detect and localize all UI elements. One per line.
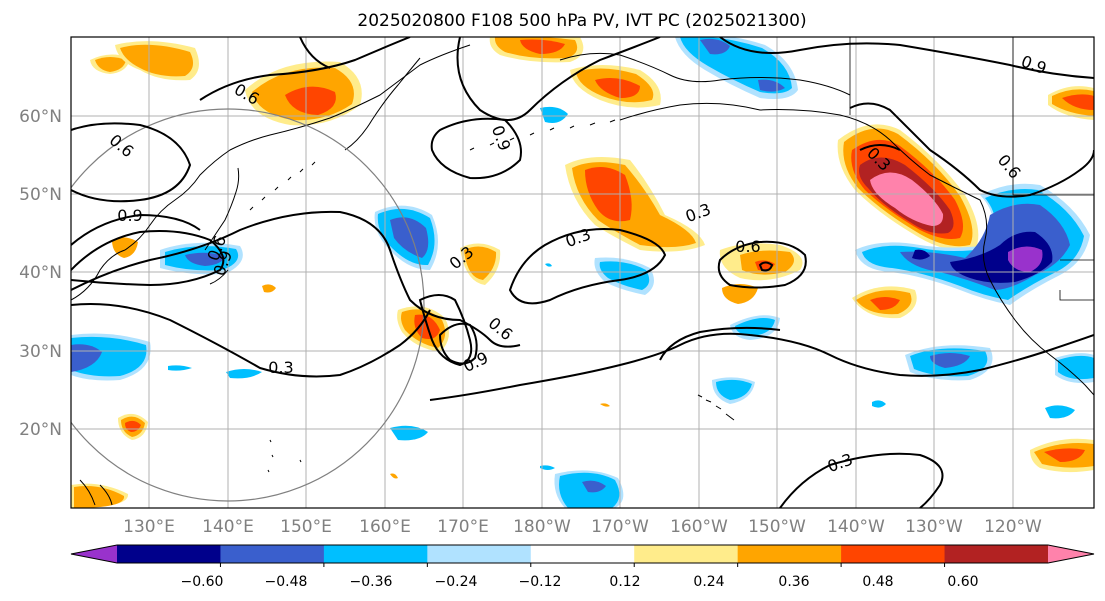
colorbar-segment	[841, 545, 946, 563]
map-plot-area: 0.6 0.6 0.9 0.9 0.3 0.3 0.3 0.6 0.9 0.6 …	[71, 37, 1094, 508]
colorbar-outline	[70, 544, 1095, 564]
colorbar-segment	[117, 545, 221, 563]
colorbar-segment	[634, 545, 739, 563]
colorbar-segment	[220, 545, 325, 563]
lon-label: 170°W	[591, 517, 649, 537]
colorbar-segment	[530, 545, 635, 563]
colorbar-segment	[323, 545, 428, 563]
figure-title: 2025020800 F108 500 hPa PV, IVT PC (2025…	[357, 11, 806, 31]
political-boundaries	[849, 37, 1094, 301]
lon-label: 130°W	[905, 517, 963, 537]
gridlines	[71, 37, 1094, 508]
colorbar-segment	[944, 545, 1049, 563]
colorbar-tick-label: 0.60	[947, 574, 978, 590]
colorbar-tick-label: −0.36	[350, 574, 393, 590]
lon-label: 150°W	[748, 517, 806, 537]
colorbar-tick-label: 0.12	[609, 574, 640, 590]
lat-label: 60°N	[19, 107, 62, 127]
colorbar-tick-label: −0.48	[265, 574, 308, 590]
lon-label: 140°E	[202, 517, 254, 537]
lat-label: 50°N	[19, 185, 62, 205]
colorbar	[70, 544, 1095, 567]
negative-anomaly-shading	[71, 37, 1094, 508]
colorbar-segment	[427, 545, 532, 563]
pv-contours	[71, 37, 1094, 508]
lon-label: 130°E	[123, 517, 175, 537]
lon-label: 180°W	[513, 517, 571, 537]
colorbar-segment	[737, 545, 842, 563]
lon-label: 150°E	[280, 517, 332, 537]
colorbar-tick-label: 0.36	[778, 574, 809, 590]
longitude-labels: 130°E 140°E 150°E 160°E 170°E 180°W 170°…	[123, 517, 1042, 537]
colorbar-tick-label: −0.12	[519, 574, 562, 590]
latitude-labels: 60°N 50°N 40°N 30°N 20°N	[19, 107, 62, 440]
contour-label: 0.9	[117, 206, 142, 225]
colorbar-tick-labels: −0.60 −0.48 −0.36 −0.24 −0.12 0.12 0.24 …	[181, 574, 979, 590]
reference-circle	[71, 108, 425, 502]
colorbar-extend-high	[1048, 545, 1094, 563]
positive-anomaly-shading	[71, 37, 1094, 508]
lat-label: 30°N	[19, 342, 62, 362]
lat-label: 40°N	[19, 263, 62, 283]
colorbar-tick-label: 0.48	[862, 574, 893, 590]
colorbar-tick-label: 0.24	[693, 574, 724, 590]
map-frame	[70, 36, 1095, 509]
lat-label: 20°N	[19, 420, 62, 440]
contour-label: 0.6	[735, 237, 760, 256]
lon-label: 140°W	[827, 517, 885, 537]
colorbar-extend-low	[71, 545, 117, 563]
lon-label: 160°W	[670, 517, 728, 537]
contour-label: 0.3	[268, 358, 293, 377]
colorbar-tick-label: −0.60	[181, 574, 224, 590]
colorbar-tick-label: −0.24	[435, 574, 478, 590]
lon-label: 160°E	[359, 517, 411, 537]
lon-label: 120°W	[984, 517, 1042, 537]
lon-label: 170°E	[437, 517, 489, 537]
